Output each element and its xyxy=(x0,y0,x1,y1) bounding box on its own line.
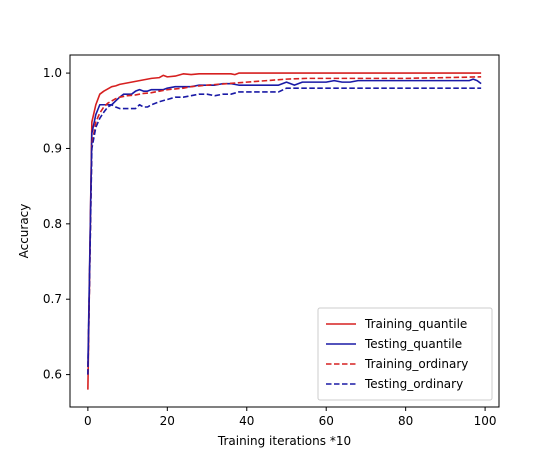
x-tick-label: 20 xyxy=(160,414,175,428)
y-tick-label: 0.9 xyxy=(43,141,62,155)
legend: Training_quantile Testing_quantile Trainin… xyxy=(317,307,493,401)
x-tick-label: 80 xyxy=(398,414,413,428)
legend-items: Training_quantile Testing_quantile Trainin… xyxy=(326,317,468,391)
series-layer xyxy=(87,72,482,390)
x-tick-label: 40 xyxy=(239,414,254,428)
x-tick-label: 60 xyxy=(319,414,334,428)
y-axis-ticks: 0.6 0.7 0.8 0.9 1.0 xyxy=(43,66,70,382)
x-tick-label: 100 xyxy=(474,414,497,428)
y-tick-label: 0.7 xyxy=(43,292,62,306)
series-line-testing-ordinary xyxy=(87,87,482,375)
plot-frame xyxy=(69,54,500,408)
legend-frame xyxy=(317,307,493,401)
legend-label-training-quantile: Training_quantile xyxy=(364,317,467,331)
series-line-training-quantile xyxy=(87,72,482,390)
y-tick-label: 0.8 xyxy=(43,217,62,231)
y-axis-label: Accuracy xyxy=(17,204,31,259)
legend-label-testing-ordinary: Testing_ordinary xyxy=(364,377,463,391)
series-line-training-ordinary xyxy=(87,76,482,375)
legend-label-training-ordinary: Training_ordinary xyxy=(364,357,468,371)
y-tick-label: 0.6 xyxy=(43,368,62,382)
x-axis-ticks: 0 20 40 60 80 100 xyxy=(84,407,497,428)
legend-label-testing-quantile: Testing_quantile xyxy=(364,337,462,351)
series-line-testing-quantile xyxy=(87,78,482,368)
y-tick-label: 1.0 xyxy=(43,66,62,80)
x-tick-label: 0 xyxy=(84,414,92,428)
x-axis-label: Training iterations *10 xyxy=(217,434,351,448)
